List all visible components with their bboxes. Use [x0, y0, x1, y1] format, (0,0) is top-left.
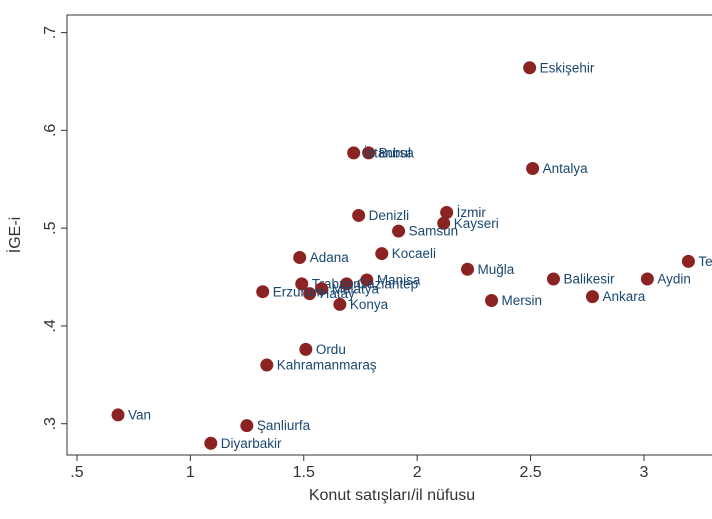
y-tick-label: .7 — [42, 26, 59, 39]
point-label: Eskişehir — [540, 60, 595, 75]
point — [303, 287, 317, 301]
point — [392, 224, 406, 238]
point — [461, 262, 475, 276]
point-label: İstanbul — [364, 145, 411, 160]
plot-frame — [66, 14, 712, 456]
point-label: Muğla — [478, 262, 515, 277]
y-tick-label: .3 — [42, 417, 59, 430]
y-axis-label: İGE-i — [5, 217, 24, 253]
y-tick-label: .5 — [42, 221, 59, 234]
point — [360, 273, 374, 287]
point — [485, 294, 499, 308]
x-tick-label: .5 — [70, 464, 83, 481]
point — [260, 358, 274, 372]
point-label: Manisa — [377, 273, 421, 288]
point-label: Adana — [310, 250, 350, 265]
point — [204, 436, 218, 450]
point — [299, 342, 313, 356]
point — [111, 408, 125, 422]
point — [585, 290, 599, 304]
point-label: Kocaeli — [392, 246, 436, 261]
point-label: Gaziantep — [357, 276, 419, 291]
point — [333, 297, 347, 311]
x-axis-label: Konut satışları/il nüfusu — [309, 487, 475, 504]
point-label: Kayseri — [454, 216, 499, 231]
point-label: Bursa — [379, 145, 415, 160]
point — [295, 277, 309, 291]
point-label: Ankara — [602, 289, 645, 304]
point — [362, 146, 376, 160]
point — [375, 247, 389, 261]
point-label: Konya — [350, 297, 389, 312]
x-tick-label: 2.5 — [519, 464, 541, 481]
point — [546, 272, 560, 286]
x-tick-label: 1 — [186, 464, 195, 481]
point — [293, 250, 307, 264]
point — [526, 162, 540, 176]
y-tick-label: .6 — [42, 124, 59, 137]
point — [315, 282, 329, 296]
point-label: Ordu — [316, 342, 346, 357]
x-tick-label: 3 — [640, 464, 649, 481]
point-label: Antalya — [543, 161, 589, 176]
point — [340, 277, 354, 291]
point — [256, 285, 270, 299]
point-label: Malatya — [332, 281, 380, 296]
point — [523, 61, 537, 75]
point — [640, 272, 654, 286]
point-label: Balikesir — [563, 272, 615, 287]
point-label: Aydin — [657, 272, 691, 287]
point — [681, 254, 695, 268]
point-label: Şanliurfa — [257, 418, 311, 433]
point — [437, 216, 451, 230]
point-label: Erzurum — [273, 284, 324, 299]
y-tick-label: .4 — [42, 319, 59, 332]
point-label: Kahramanmaraş — [277, 358, 377, 373]
point-label: İzmir — [457, 205, 487, 220]
point-label: Samsun — [409, 224, 459, 239]
point-label: Diyarbakir — [221, 436, 282, 451]
point-label: Van — [128, 407, 151, 422]
point-label: Mersin — [502, 293, 543, 308]
point-label: Tekirdağ — [698, 254, 712, 269]
x-tick-label: 1.5 — [293, 464, 315, 481]
x-tick-label: 2 — [413, 464, 422, 481]
point — [240, 419, 254, 433]
point — [347, 146, 361, 160]
point — [352, 208, 366, 222]
point-label: Hatay — [320, 286, 356, 301]
point-label: Denizli — [369, 208, 410, 223]
point — [440, 206, 454, 220]
